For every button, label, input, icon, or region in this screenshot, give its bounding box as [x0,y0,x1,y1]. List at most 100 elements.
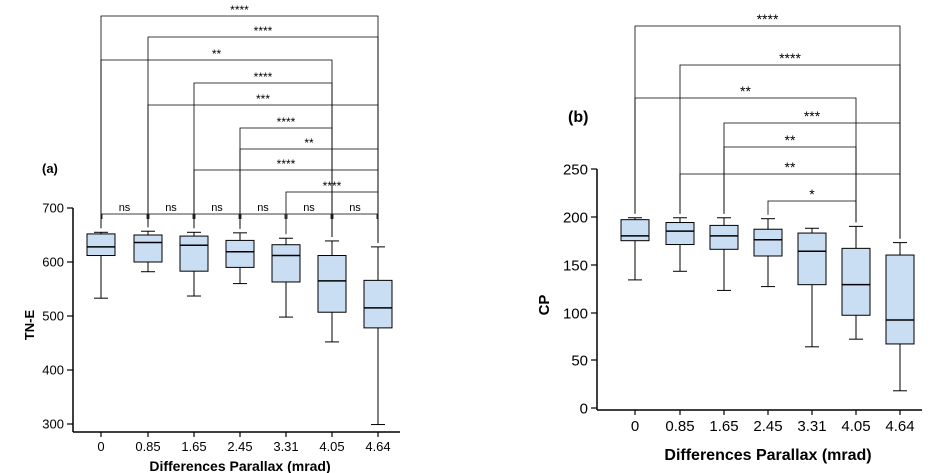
panel-a-bracket-label: ns [349,202,361,214]
panel-a-y-tick-label: 400 [42,363,64,378]
panel-a-sig-bracket [100,15,379,243]
panel-b-sig-bracket [634,25,901,239]
panel-b-y-tick-label: 250 [563,161,588,178]
panel-a-sig-bracket [147,104,379,243]
panel-a-sig-bracket [240,213,286,219]
panel-b-y-tick-label: 150 [563,257,588,274]
panel-b-x-tick-label: 3.31 [797,418,826,435]
panel-b-x-tick-label: 4.64 [885,418,914,435]
panel-b-sig-bracket [723,122,901,239]
panel-a-sig-bracket [194,213,240,219]
panel-b-bracket-line [634,97,857,223]
panel-b-box-6 [885,254,915,345]
panel-b-y-tick-label: 50 [571,352,588,369]
panel-b-box-5 [841,247,871,316]
panel-a-x-axis-label: Differences Parallax (mrad) [149,458,330,473]
panel-a-bracket-line [239,148,379,243]
panel-b-box-2 [709,224,739,250]
panel-a-box-2 [179,235,209,272]
panel-a-bracket-label: ** [281,0,291,3]
panel-b-bracket-label: *** [804,108,821,124]
panel-a-bracket-label: *** [256,92,270,106]
panel-a-y-tick-label: 300 [42,417,64,432]
panel-a-bracket-line [285,191,379,243]
panel-a-y-axis-label: TN-E [22,310,37,341]
panel-b-box-0 [620,219,650,242]
panel-a-sig-bracket [239,148,379,243]
panel-a-bracket-label: ns [211,202,223,214]
panel-a-bracket-line [240,213,286,219]
panel-a-bracket-label: ns [303,202,315,214]
panel-b-sig-bracket [679,173,901,239]
panel-a-x-tick-label: 1.65 [181,439,206,454]
panel-a-bracket-label: **** [277,115,296,129]
panel-a-box-1 [133,234,163,263]
panel-a-sig-bracket [101,213,148,219]
panel-b-bracket-line [679,173,901,239]
panel-a-y-tick-label: 500 [42,309,64,324]
panel-a-bracket-label: ** [304,136,314,150]
panel-a-bracket-label: **** [277,157,296,171]
panel-a-sig-bracket [332,213,378,219]
panel-b-sig-bracket [679,64,901,239]
panel-a-box-0 [86,233,116,257]
panel-a-bracket-label: **** [230,3,249,17]
panel-a-bracket-line [101,213,148,219]
panel-b-x-tick-label: 2.45 [753,418,782,435]
panel-a-sig-bracket [286,213,332,219]
panel-b-x-tick-label: 4.05 [841,418,870,435]
panel-a-x-tick-label: 4.05 [319,439,344,454]
panel-b-y-axis-label: CP [536,295,553,316]
panel-b-bracket-label: ** [785,159,796,175]
panel-b-bracket-label: **** [779,50,801,66]
panel-b-bracket-line [767,200,857,223]
panel-a-sig-bracket [285,191,379,243]
panel-b-x-tick-label: 1.65 [709,418,738,435]
panel-a-bracket-label: **** [254,70,273,84]
panel-b-sig-bracket [767,200,857,223]
panel-a-box-6 [363,279,393,329]
panel-b-bracket-label: **** [757,11,779,27]
panel-b-bracket-line [679,64,901,239]
panel-a [67,15,400,437]
panel-a-bracket-label: **** [254,24,273,38]
panel-b-bracket-label: ** [785,132,796,148]
panel-a-y-tick-label: 600 [42,255,64,270]
panel-a-bracket-line [100,15,379,243]
panel-b-bracket-label: * [809,186,815,202]
panel-a-bracket-label: ns [257,202,269,214]
panel-a-y-tick-label: 700 [42,201,64,216]
panel-a-bracket-label: ns [165,202,177,214]
panel-b-x-tick-label: 0 [631,418,639,435]
panel-a-bracket-line [332,213,378,219]
panel-b-x-axis-label: Differences Parallax (mrad) [664,447,871,464]
panel-b-sig-bracket [723,146,857,223]
panel-a-x-tick-label: 3.31 [273,439,298,454]
panel-b-bracket-line [723,122,901,239]
panel-b-sig-bracket [634,97,857,223]
panel-a-box-3 [225,239,255,268]
panel-a-sig-bracket [148,213,194,219]
panel-b-bracket-line [634,25,901,239]
panel-b-box-1 [665,222,695,246]
panel-b-box-3 [753,228,783,257]
panel-a-bracket-line [147,104,379,243]
panel-a-box-5 [317,255,347,313]
panel-a-box-4 [271,244,301,283]
panel-b [591,25,922,415]
panel-a-bracket-label: **** [323,179,342,193]
panel-b-y-tick-label: 100 [563,305,588,322]
panel-a-x-tick-label: 0.85 [135,439,160,454]
panel-a-bracket-label: ** [212,47,222,61]
panel-a-x-tick-label: 2.45 [227,439,252,454]
panel-a-x-tick-label: 4.64 [365,439,390,454]
panel-a-bracket-label: ns [119,202,131,214]
panel-b-y-tick-label: 200 [563,209,588,226]
panel-b-y-tick-label: 0 [580,400,588,417]
panel-b-bracket-label: ** [740,83,751,99]
panel-a-x-tick-label: 0 [97,439,104,454]
panel-a-bracket-line [148,213,194,219]
panel-b-bracket-line [723,146,857,223]
panel-a-bracket-line [194,213,240,219]
